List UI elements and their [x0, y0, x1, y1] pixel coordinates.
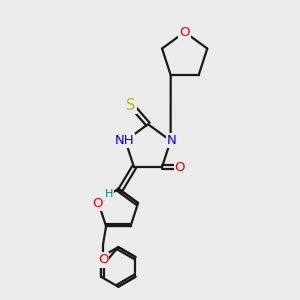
Text: N: N — [167, 134, 176, 147]
Text: O: O — [98, 254, 108, 266]
Text: H: H — [105, 189, 113, 199]
Text: O: O — [179, 26, 190, 39]
Text: O: O — [175, 161, 185, 174]
Text: S: S — [127, 98, 136, 113]
Text: NH: NH — [115, 134, 134, 147]
Text: O: O — [92, 196, 103, 209]
